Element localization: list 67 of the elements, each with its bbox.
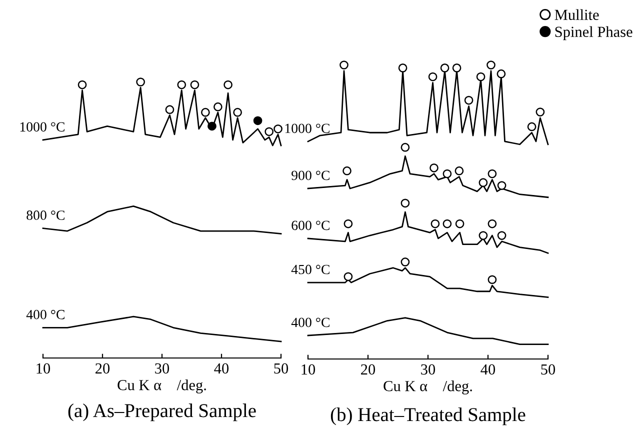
x-tick-label: 30 xyxy=(155,363,170,374)
point xyxy=(264,127,274,136)
x-axis-title: Cu K α /deg. xyxy=(384,380,472,394)
point xyxy=(430,219,440,228)
point xyxy=(478,178,488,188)
x-tick-label: 10 xyxy=(36,363,50,374)
legend-label: Mullite xyxy=(554,9,599,20)
x-tick-label: 30 xyxy=(421,364,436,375)
x-tick-label: 20 xyxy=(361,364,376,375)
text: (a) As–Prepared Sample xyxy=(68,404,256,422)
series-label: 400 °C xyxy=(26,310,64,320)
point xyxy=(214,102,222,112)
point xyxy=(488,219,497,228)
point xyxy=(476,72,486,82)
point xyxy=(400,258,410,266)
point xyxy=(208,122,216,131)
x-tick-label: 40 xyxy=(214,363,229,374)
series-label: 1000 °C xyxy=(20,122,64,132)
point xyxy=(442,219,452,228)
point xyxy=(442,169,452,178)
point xyxy=(488,169,497,178)
point xyxy=(497,231,506,240)
point xyxy=(136,78,146,86)
x-tick-label: 20 xyxy=(96,363,110,374)
point xyxy=(488,275,497,284)
point xyxy=(452,64,462,72)
point xyxy=(497,181,506,190)
point xyxy=(224,80,232,90)
point xyxy=(478,231,488,240)
point xyxy=(486,60,496,70)
point xyxy=(496,69,506,78)
point xyxy=(430,163,438,172)
point xyxy=(464,96,474,105)
point xyxy=(78,80,87,90)
point xyxy=(400,198,410,208)
point xyxy=(455,219,464,228)
text: (b) Heat–Treated Sample xyxy=(330,408,526,426)
point xyxy=(201,108,210,117)
series-label: 900 °C xyxy=(292,170,330,180)
series-label: 450 °C xyxy=(291,264,330,274)
x-tick-label: 50 xyxy=(541,364,556,375)
point xyxy=(454,166,464,176)
point xyxy=(536,108,545,116)
point xyxy=(428,72,438,82)
point xyxy=(400,142,410,152)
series-label: 400 °C xyxy=(291,318,330,328)
point xyxy=(274,124,282,134)
point xyxy=(190,80,200,90)
point xyxy=(527,122,536,132)
x-tick-label: 50 xyxy=(274,363,288,374)
point xyxy=(440,64,450,72)
point xyxy=(177,80,186,90)
point xyxy=(253,116,262,126)
point xyxy=(398,64,408,72)
point xyxy=(233,108,242,117)
point xyxy=(340,60,348,70)
point xyxy=(165,105,174,114)
x-tick-label: 40 xyxy=(480,364,496,375)
legend-label: Spinel Phase xyxy=(555,26,632,40)
x-axis-title: Cu K α /deg. xyxy=(118,379,206,394)
point xyxy=(344,272,353,282)
point xyxy=(342,166,352,176)
point xyxy=(344,219,353,228)
series-label: 600 °C xyxy=(292,220,330,230)
series-label: 1000 °C xyxy=(285,124,330,134)
x-tick-label: 10 xyxy=(302,364,316,375)
series-label: 800 °C xyxy=(26,210,64,220)
